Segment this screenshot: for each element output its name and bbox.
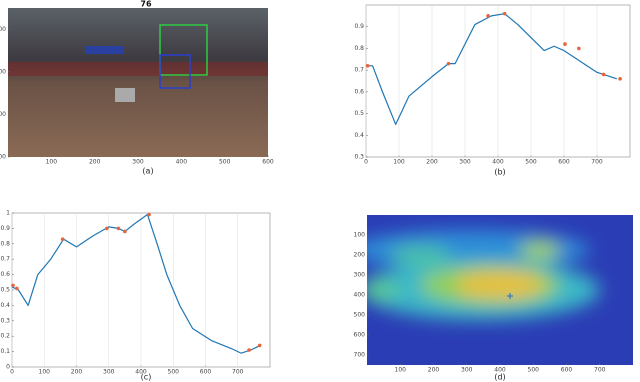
x-tick-label: 600 xyxy=(262,159,274,166)
y-tick-label: 0.3 xyxy=(0,317,10,324)
x-tick-label: 400 xyxy=(176,159,188,166)
x-tick-label: 600 xyxy=(200,369,212,376)
y-tick-label: 0.2 xyxy=(0,333,10,340)
y-tick-label: 600 xyxy=(354,332,366,339)
x-tick-label: 100 xyxy=(393,159,405,166)
marker xyxy=(15,286,19,291)
blue-box xyxy=(159,54,191,89)
marker xyxy=(257,343,262,348)
marker xyxy=(123,229,127,234)
x-tick-label: 300 xyxy=(461,367,473,374)
marker xyxy=(486,14,490,18)
caption: (d) xyxy=(494,373,505,382)
x-tick-label: 100 xyxy=(395,367,407,374)
marker xyxy=(247,348,251,352)
marker xyxy=(502,11,507,16)
y-tick-label: 0.6 xyxy=(354,88,364,95)
marker xyxy=(618,77,622,81)
y-tick-label: 0.8 xyxy=(0,240,10,247)
x-tick-label: 300 xyxy=(459,159,471,166)
y-tick-label: 0.4 xyxy=(354,132,364,139)
caption: (a) xyxy=(142,167,153,176)
x-tick-label: 400 xyxy=(492,159,504,166)
x-tick-label: 600 xyxy=(561,367,573,374)
video-frame xyxy=(8,8,268,157)
line-series xyxy=(11,213,261,354)
marker xyxy=(446,61,451,66)
x-tick-label: 0 xyxy=(364,159,368,166)
x-tick-label: 700 xyxy=(591,159,603,166)
y-tick-label: 0.4 xyxy=(0,302,10,309)
y-tick-label: 500 xyxy=(354,312,366,319)
heatmap xyxy=(367,215,633,365)
figure-title: 76 xyxy=(140,0,152,9)
y-tick-label: 1 xyxy=(6,210,10,217)
x-tick-label: 200 xyxy=(71,369,83,376)
x-tick-label: 400 xyxy=(135,369,147,376)
y-tick-label: 200 xyxy=(0,68,6,75)
y-tick-label: 0.6 xyxy=(0,271,10,278)
banner xyxy=(85,46,123,54)
y-tick-label: 300 xyxy=(0,111,6,118)
ramp xyxy=(115,88,135,102)
x-tick-label: 500 xyxy=(528,367,540,374)
y-tick-label: 300 xyxy=(354,272,366,279)
caption: (b) xyxy=(494,168,505,177)
x-tick-label: 0 xyxy=(10,369,14,376)
y-tick-label: 0.9 xyxy=(354,23,364,30)
y-tick-label: 0.8 xyxy=(354,45,364,52)
x-tick-label: 200 xyxy=(428,367,440,374)
marker xyxy=(601,72,606,77)
crowd-band xyxy=(8,62,268,76)
y-tick-label: 0.7 xyxy=(0,256,10,263)
x-tick-label: 200 xyxy=(426,159,438,166)
peak-marker xyxy=(507,293,513,299)
y-tick-label: 0.3 xyxy=(354,154,364,161)
caption: (c) xyxy=(141,373,152,382)
y-tick-label: 400 xyxy=(0,154,6,161)
x-tick-label: 200 xyxy=(89,159,101,166)
marker xyxy=(577,46,581,51)
y-tick-label: 700 xyxy=(354,352,366,359)
marker xyxy=(563,42,567,46)
y-tick-label: 200 xyxy=(354,252,366,259)
y-tick-label: 100 xyxy=(0,26,6,33)
x-tick-label: 700 xyxy=(594,367,606,374)
x-tick-label: 100 xyxy=(39,369,51,376)
x-tick-label: 600 xyxy=(558,159,570,166)
y-tick-label: 0.5 xyxy=(354,110,364,117)
y-tick-label: 0.1 xyxy=(0,348,10,355)
y-tick-label: 100 xyxy=(354,232,366,239)
y-tick-label: 0.9 xyxy=(0,225,10,232)
marker xyxy=(365,64,370,68)
marker xyxy=(60,237,65,241)
x-tick-label: 300 xyxy=(132,159,144,166)
y-tick-label: 0.5 xyxy=(0,287,10,294)
marker xyxy=(147,212,151,217)
marker xyxy=(105,226,109,231)
x-tick-label: 700 xyxy=(232,369,244,376)
x-tick-label: 300 xyxy=(103,369,115,376)
y-tick-label: 400 xyxy=(354,292,366,299)
green-box xyxy=(159,24,208,76)
x-tick-label: 500 xyxy=(219,159,231,166)
x-tick-label: 100 xyxy=(46,159,58,166)
x-tick-label: 500 xyxy=(525,159,537,166)
x-tick-label: 500 xyxy=(168,369,180,376)
x-tick-label: 400 xyxy=(494,367,506,374)
marker xyxy=(116,226,121,231)
y-tick-label: 0.7 xyxy=(354,67,364,74)
line-series xyxy=(366,13,617,126)
y-tick-label: 0 xyxy=(6,364,10,371)
marker xyxy=(11,283,15,288)
